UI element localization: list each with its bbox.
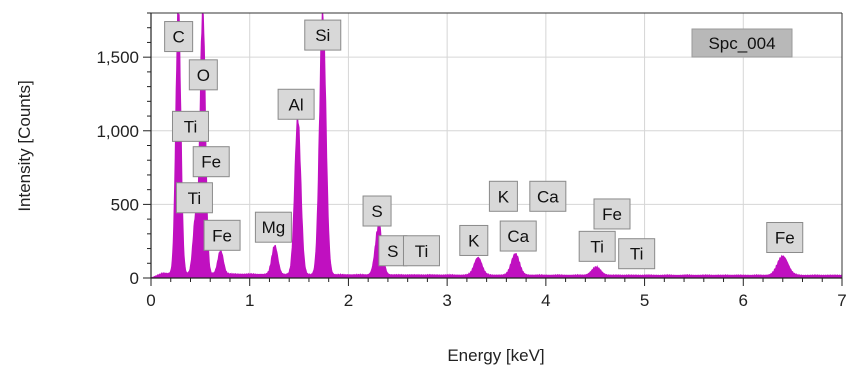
peak-label-box — [192, 146, 230, 178]
peak-label-ti: Ti — [175, 182, 213, 214]
x-tick-label: 6 — [739, 291, 748, 310]
peak-label-ti: Ti — [402, 235, 440, 267]
peak-label-box — [529, 180, 567, 212]
spectrum-id-box: Spc_004 — [691, 28, 793, 58]
peak-label-o: O — [188, 59, 218, 91]
peak-label-box — [378, 235, 408, 267]
x-tick-label: 1 — [245, 291, 254, 310]
peak-label-box — [203, 219, 241, 251]
peak-label-box — [593, 198, 631, 230]
peak-label-text: Fe — [201, 153, 221, 172]
peak-label-box — [277, 88, 315, 120]
spectrum-id-label: Spc_004 — [708, 34, 775, 53]
peak-label-box — [766, 222, 804, 254]
peak-label-box — [578, 230, 616, 262]
peak-label-text: Ti — [590, 237, 604, 256]
y-axis-title: Intensity [Counts] — [15, 80, 34, 211]
peak-label-al: Al — [277, 88, 315, 120]
x-tick-label: 0 — [146, 291, 155, 310]
peak-label-text: Ti — [188, 189, 202, 208]
peak-label-box — [171, 110, 209, 142]
peak-label-ti: Ti — [171, 110, 209, 142]
peak-label-fe: Fe — [192, 146, 230, 178]
x-tick-label: 4 — [541, 291, 550, 310]
peak-label-text: S — [387, 242, 398, 261]
peak-label-text: Al — [289, 95, 304, 114]
y-tick-label: 1,500 — [96, 48, 139, 67]
peak-label-k: K — [488, 180, 518, 212]
peak-label-ca: Ca — [499, 220, 537, 252]
peak-label-box — [362, 195, 392, 227]
y-tick-label: 1,000 — [96, 122, 139, 141]
spectrum-area — [150, 12, 843, 279]
x-tick-label: 2 — [344, 291, 353, 310]
peak-label-ti: Ti — [578, 230, 616, 262]
peak-label-box — [488, 180, 518, 212]
x-tick-label: 3 — [442, 291, 451, 310]
peak-label-box — [402, 235, 440, 267]
peak-label-text: K — [498, 187, 510, 206]
peak-label-text: Ti — [630, 245, 644, 264]
peak-label-text: C — [172, 28, 184, 47]
peak-label-fe: Fe — [766, 222, 804, 254]
peak-label-box — [499, 220, 537, 252]
peak-label-box — [618, 238, 656, 270]
y-tick-label: 0 — [130, 269, 139, 288]
peak-label-text: Mg — [262, 218, 286, 237]
y-tick-label: 500 — [111, 195, 139, 214]
peak-label-text: K — [468, 231, 480, 250]
peak-label-text: Fe — [602, 205, 622, 224]
peak-label-box — [254, 211, 292, 243]
peak-label-text: Si — [315, 26, 330, 45]
x-axis-title: Energy [keV] — [447, 346, 544, 365]
peak-label-box — [459, 224, 489, 256]
x-tick-label: 7 — [837, 291, 846, 310]
peak-label-fe: Fe — [203, 219, 241, 251]
spectrum-series — [150, 12, 843, 279]
x-tick-label: 5 — [640, 291, 649, 310]
peak-label-mg: Mg — [254, 211, 292, 243]
peak-label-text: Ca — [537, 187, 559, 206]
peak-label-text: Ti — [184, 117, 198, 136]
peak-label-box — [188, 59, 218, 91]
peak-label-s: S — [378, 235, 408, 267]
peak-label-box — [164, 21, 194, 53]
peak-label-ca: Ca — [529, 180, 567, 212]
peak-label-box — [304, 19, 342, 51]
peak-label-s: S — [362, 195, 392, 227]
peak-label-text: Ti — [415, 242, 429, 261]
peak-label-ti: Ti — [618, 238, 656, 270]
peak-label-box — [175, 182, 213, 214]
peak-label-text: Ca — [507, 227, 529, 246]
peak-label-text: O — [197, 66, 210, 85]
peak-label-si: Si — [304, 19, 342, 51]
peak-label-c: C — [164, 21, 194, 53]
peak-label-k: K — [459, 224, 489, 256]
peak-label-text: Fe — [212, 226, 232, 245]
peak-label-text: S — [371, 202, 382, 221]
axis-ticks: 0 1 2 3 4 5 6 7 0 500 1,000 1,500 — [96, 12, 847, 310]
peak-label-text: Fe — [775, 229, 795, 248]
peak-label-fe: Fe — [593, 198, 631, 230]
